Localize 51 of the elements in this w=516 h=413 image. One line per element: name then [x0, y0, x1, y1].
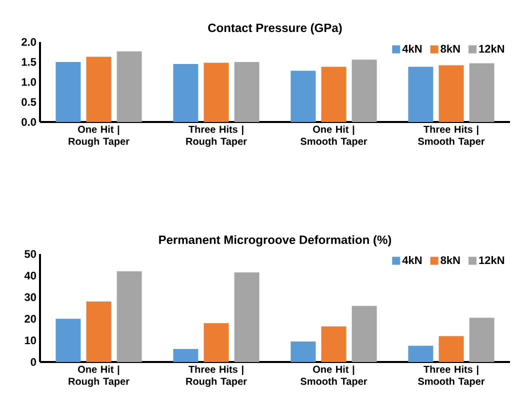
x-tick-label: One Hit | Rough Taper	[68, 366, 130, 387]
y-tick-label: 30	[24, 293, 36, 302]
bar	[56, 318, 81, 362]
legend-label: 4kN	[402, 44, 422, 53]
y-tick-label: 0.5	[22, 98, 36, 106]
y-tick-label: 0	[30, 358, 36, 366]
bar	[321, 326, 346, 362]
y-tick-label: 0.0	[22, 118, 36, 126]
x-tick-label: One Hit | Smooth Taper	[300, 366, 368, 387]
legend-label: 8kN	[440, 256, 460, 264]
bar	[352, 306, 377, 362]
bar	[290, 70, 316, 122]
bar	[86, 302, 112, 362]
bar	[438, 65, 464, 122]
bar	[56, 62, 81, 122]
bar	[352, 60, 377, 122]
bar	[173, 349, 198, 362]
chart-title: Contact Pressure (GPa)	[208, 23, 342, 34]
x-tick-label: Three Hits | Rough Taper	[186, 366, 247, 387]
legend-label: 12kN	[479, 44, 504, 53]
y-tick-label: 10	[24, 336, 36, 344]
bar	[204, 62, 229, 122]
x-tick-label: One Hit | Rough Taper	[68, 126, 130, 147]
legend-label: 4kN	[402, 256, 422, 264]
bar	[86, 56, 112, 122]
bar	[116, 271, 142, 362]
bar	[234, 62, 260, 122]
x-tick-label: Three Hits | Rough Taper	[186, 126, 247, 147]
legend-label: 12kN	[479, 256, 504, 264]
bar	[173, 64, 198, 122]
x-tick-label: Three Hits | Smooth Taper	[418, 126, 485, 147]
y-tick-label: 1.5	[22, 58, 36, 66]
bar	[290, 341, 316, 362]
bar	[321, 66, 346, 122]
y-tick-label: 1.0	[22, 78, 36, 86]
legend-label: 8kN	[440, 44, 460, 53]
bar	[204, 323, 229, 362]
bar	[469, 63, 494, 122]
x-tick-label: Three Hits | Smooth Taper	[418, 366, 485, 387]
y-tick-label: 40	[24, 272, 36, 280]
bar	[116, 51, 142, 122]
y-tick-label: 50	[24, 250, 36, 258]
y-tick-label: 2.0	[22, 38, 36, 46]
bar	[408, 66, 434, 122]
chart-title: Permanent Microgroove Deformation (%)	[159, 235, 392, 246]
bar	[438, 336, 464, 362]
x-tick-label: One Hit | Smooth Taper	[300, 126, 368, 147]
bar	[234, 272, 260, 362]
y-tick-label: 20	[24, 314, 36, 323]
bar	[408, 346, 434, 362]
bar	[469, 318, 494, 362]
